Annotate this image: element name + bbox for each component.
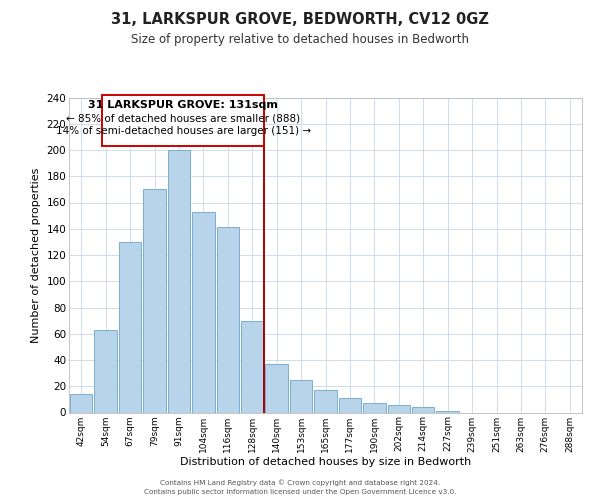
Bar [143,190,166,412]
Text: 31 LARKSPUR GROVE: 131sqm: 31 LARKSPUR GROVE: 131sqm [88,100,278,110]
Bar [412,407,434,412]
Bar [338,398,361,412]
Bar [265,364,288,412]
Bar [290,380,313,412]
Text: 31, LARKSPUR GROVE, BEDWORTH, CV12 0GZ: 31, LARKSPUR GROVE, BEDWORTH, CV12 0GZ [111,12,489,28]
Bar [363,404,386,412]
Bar [388,404,410,412]
Text: ← 85% of detached houses are smaller (888): ← 85% of detached houses are smaller (88… [66,114,300,124]
Bar [70,394,92,412]
Bar [167,150,190,412]
Bar [192,212,215,412]
X-axis label: Distribution of detached houses by size in Bedworth: Distribution of detached houses by size … [180,457,471,467]
Bar [94,330,117,412]
Bar [436,411,459,412]
Bar [119,242,142,412]
Text: Contains HM Land Registry data © Crown copyright and database right 2024.: Contains HM Land Registry data © Crown c… [160,480,440,486]
Text: Size of property relative to detached houses in Bedworth: Size of property relative to detached ho… [131,32,469,46]
FancyBboxPatch shape [102,95,265,146]
Bar [314,390,337,412]
Bar [241,320,263,412]
Bar [217,228,239,412]
Text: 14% of semi-detached houses are larger (151) →: 14% of semi-detached houses are larger (… [56,126,311,136]
Y-axis label: Number of detached properties: Number of detached properties [31,168,41,342]
Text: Contains public sector information licensed under the Open Government Licence v3: Contains public sector information licen… [144,489,456,495]
